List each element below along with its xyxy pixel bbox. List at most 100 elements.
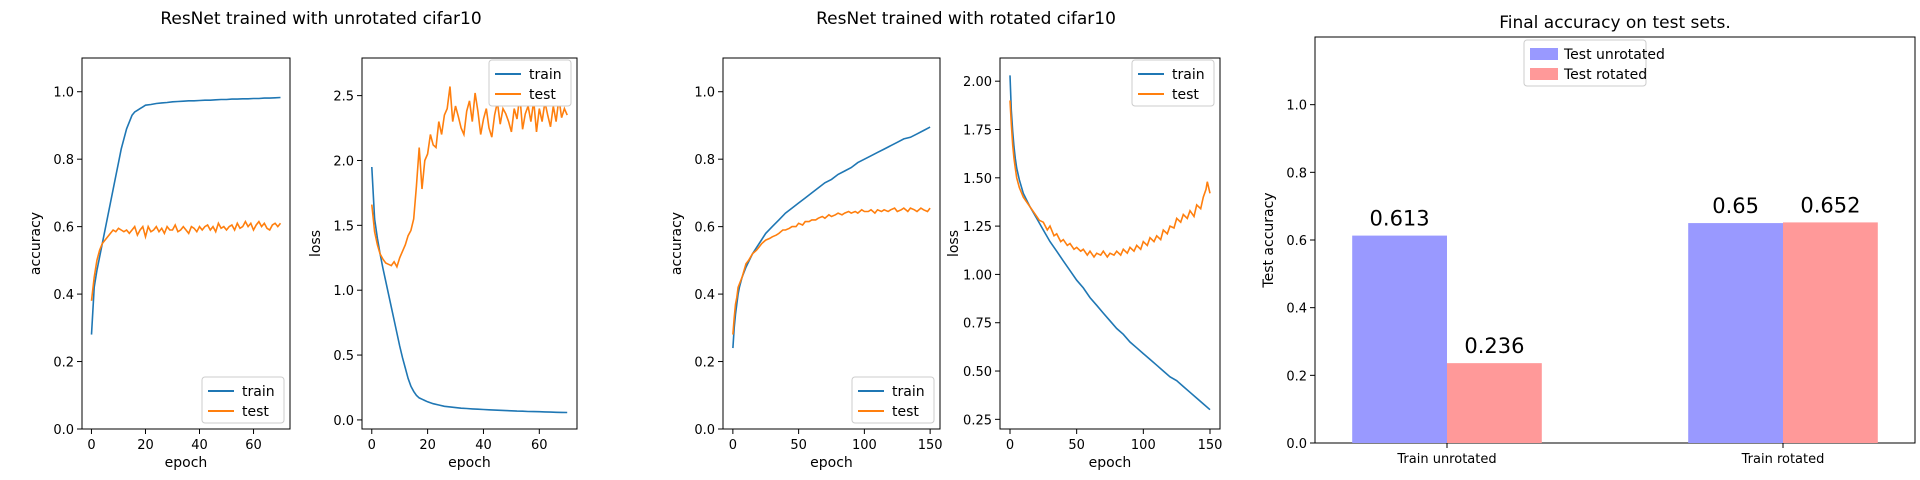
series-line-test	[371, 86, 568, 269]
x-tick-label: 100	[1131, 438, 1156, 453]
bar-test-rotated	[1783, 222, 1878, 443]
y-axis-label: accuracy	[669, 212, 685, 275]
y-tick-label: 1.00	[963, 268, 992, 283]
y-tick-label: 0.25	[963, 413, 992, 428]
x-tick-label: 60	[245, 438, 262, 453]
y-tick-label: 0.2	[694, 356, 715, 371]
y-tick-label: 1.0	[694, 86, 715, 101]
chart-title: Final accuracy on test sets.	[1499, 13, 1731, 33]
legend-swatch	[1530, 48, 1558, 60]
y-tick-label: 0.8	[1286, 166, 1307, 181]
x-axis-label: epoch	[1089, 455, 1132, 471]
y-tick-label: 0.0	[333, 414, 354, 429]
y-tick-label: 0.4	[53, 288, 74, 303]
legend-label: Test unrotated	[1563, 47, 1665, 63]
x-tick-label: 0	[1006, 438, 1014, 453]
x-tick-label: 20	[137, 438, 154, 453]
plot-frame	[361, 57, 578, 430]
y-axis-label: loss	[308, 230, 324, 257]
chart-rotated-accuracy: 0 50 100 150 0.0 0.2 0.4 0.6 0.8 1.0 epoch accuracy…	[669, 57, 943, 471]
y-tick-label: 1.25	[963, 220, 992, 235]
y-tick-label: 0.50	[963, 365, 992, 380]
plot-frame	[81, 57, 291, 430]
title-rotated: ResNet trained with rotated cifar10	[816, 9, 1116, 29]
y-tick-label: 0.4	[694, 288, 715, 303]
series-line-test	[1009, 100, 1211, 259]
y-tick-label: 0.6	[694, 221, 715, 236]
y-tick-label: 0.0	[1286, 437, 1307, 452]
x-tick-label: 40	[475, 438, 492, 453]
y-tick-label: 0.6	[1286, 234, 1307, 249]
y-tick-label: 0.2	[1286, 369, 1307, 384]
y-tick-label: 0.0	[53, 423, 74, 438]
chart-unrotated-loss: 0 20 40 60 0.0 0.5 1.0 1.5 2.0 2.5 epoch loss train t…	[308, 57, 578, 471]
x-tick-label: 20	[419, 438, 436, 453]
y-tick-label: 2.0	[333, 154, 354, 169]
x-tick-label: 50	[1068, 438, 1085, 453]
bar-test-unrotated	[1688, 223, 1783, 443]
y-tick-label: 0.8	[53, 153, 74, 168]
y-tick-label: 0.0	[694, 423, 715, 438]
chart-rotated-loss: 0 50 100 150 0.25 0.50 0.75 1.00 1.25 1.50 1.75 2.0…	[946, 57, 1223, 471]
legend-label-train: train	[892, 384, 925, 400]
bar-value-label: 0.65	[1712, 194, 1759, 218]
legend-label-test: test	[529, 87, 556, 103]
legend-label-test: test	[892, 404, 919, 420]
bar-test-unrotated	[1352, 235, 1447, 443]
y-tick-label: 1.5	[333, 219, 354, 234]
x-axis-label: epoch	[810, 455, 853, 471]
bar-value-label: 0.652	[1800, 193, 1860, 217]
x-tick-label: 0	[729, 438, 737, 453]
bar-value-label: 0.236	[1464, 334, 1524, 358]
series-line-train	[90, 96, 281, 335]
legend-label-train: train	[242, 384, 275, 400]
y-tick-label: 1.75	[963, 123, 992, 138]
chart-unrotated-accuracy: 0 20 40 60 0.0 0.2 0.4 0.6 0.8 1.0 epoch accuracy tr…	[28, 57, 291, 471]
bar-value-label: 0.613	[1370, 207, 1430, 231]
x-tick-label: 0	[368, 438, 376, 453]
plot-frame	[999, 57, 1221, 430]
y-axis-label: loss	[946, 230, 962, 257]
title-unrotated: ResNet trained with unrotated cifar10	[160, 9, 481, 29]
x-tick-label: Train rotated	[1741, 452, 1825, 467]
y-tick-label: 1.50	[963, 172, 992, 187]
legend-label-test: test	[242, 404, 269, 420]
legend-swatch	[1530, 68, 1558, 80]
x-tick-label: 0	[87, 438, 95, 453]
legend-label: Test rotated	[1563, 67, 1647, 83]
chart-final-accuracy: Final accuracy on test sets. 0.0 0.2 0.4 0.6…	[1261, 13, 1916, 467]
x-axis-label: epoch	[448, 455, 491, 471]
legend-label-train: train	[529, 67, 562, 83]
x-tick-label: 40	[191, 438, 208, 453]
y-tick-label: 0.6	[53, 221, 74, 236]
y-tick-label: 0.2	[53, 356, 74, 371]
bar-test-rotated	[1447, 363, 1542, 443]
y-axis-label: Test accuracy	[1261, 192, 1277, 288]
x-tick-label: 150	[1198, 438, 1223, 453]
legend-label-test: test	[1172, 87, 1199, 103]
series-line-train	[371, 166, 568, 414]
x-tick-label: 60	[531, 438, 548, 453]
x-axis-label: epoch	[165, 455, 208, 471]
y-tick-label: 1.0	[333, 284, 354, 299]
y-tick-label: 0.75	[963, 317, 992, 332]
series-line-train	[732, 126, 931, 349]
series-line-test	[90, 219, 282, 301]
y-tick-label: 1.0	[53, 86, 74, 101]
x-tick-label: 50	[790, 438, 807, 453]
y-tick-label: 0.4	[1286, 302, 1307, 317]
y-axis-label: accuracy	[28, 212, 44, 275]
plot-frame	[722, 57, 941, 430]
x-tick-label: 150	[918, 438, 943, 453]
y-tick-label: 0.8	[694, 153, 715, 168]
y-tick-label: 1.0	[1286, 99, 1307, 114]
series-line-test	[732, 207, 931, 335]
legend-label-train: train	[1172, 67, 1205, 83]
y-tick-label: 2.5	[333, 90, 354, 105]
x-tick-label: Train unrotated	[1396, 452, 1496, 467]
y-tick-label: 0.5	[333, 349, 354, 364]
y-tick-label: 2.00	[963, 75, 992, 90]
x-tick-label: 100	[852, 438, 877, 453]
series-line-train	[1009, 75, 1211, 411]
